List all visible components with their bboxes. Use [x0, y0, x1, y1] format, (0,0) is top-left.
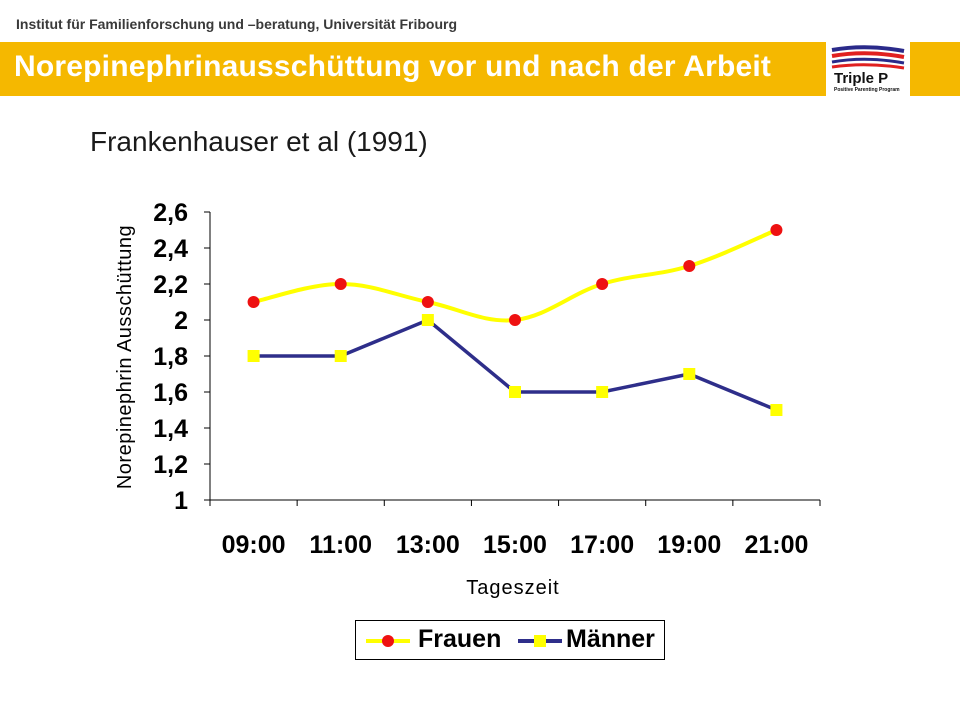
x-tick-label: 09:00 — [222, 531, 286, 559]
y-tick-label: 1,8 — [153, 343, 188, 371]
legend-label-maenner: Männer — [566, 625, 655, 653]
data-point-frauen — [247, 296, 260, 308]
x-tick-label: 15:00 — [483, 531, 547, 559]
data-point-frauen — [683, 260, 696, 272]
data-point-maenner — [770, 404, 783, 416]
legend-marker-frauen — [366, 635, 410, 647]
data-point-frauen — [596, 278, 609, 290]
chart-subtitle: Frankenhauser et al (1991) — [90, 126, 428, 157]
y-axis-label: Norepinephrin Ausschüttung — [114, 225, 136, 489]
data-point-frauen — [334, 278, 347, 290]
y-tick-label: 1,4 — [153, 415, 188, 443]
institute-name: Institut für Familienforschung und –bera… — [16, 16, 458, 32]
legend-item-maenner: Männer — [514, 621, 664, 659]
x-axis: 09:00 11:00 13:00 15:00 17:00 19:00 21:00 — [209, 499, 821, 559]
data-point-frauen — [770, 224, 783, 236]
legend-item-frauen: Frauen — [362, 621, 512, 659]
page-title: Norepinephrinausschüttung vor und nach d… — [14, 50, 772, 83]
y-tick-label: 1,2 — [153, 451, 188, 479]
data-point-maenner — [334, 350, 347, 362]
y-tick-label: 2 — [174, 307, 188, 335]
x-tick-label: 17:00 — [570, 531, 634, 559]
data-point-maenner — [509, 386, 521, 398]
x-tick-label: 11:00 — [309, 531, 372, 559]
data-point-maenner — [683, 368, 696, 380]
series — [247, 224, 783, 416]
logo-text: Triple P — [834, 70, 889, 87]
x-tick-label: 19:00 — [657, 531, 721, 559]
x-axis-label: Tageszeit — [466, 577, 560, 599]
data-point-frauen — [421, 296, 434, 308]
x-tick-label: 21:00 — [744, 531, 808, 559]
chart-legend: Frauen Männer — [355, 620, 665, 660]
y-axis: 1 1,2 1,4 1,6 1,8 2 2,2 2,4 2,6 — [153, 199, 211, 515]
y-tick-label: 2,4 — [153, 235, 188, 263]
data-point-frauen — [509, 314, 521, 326]
data-point-maenner — [247, 350, 260, 362]
y-tick-label: 2,6 — [153, 199, 188, 227]
title-bar — [0, 42, 960, 96]
y-tick-label: 1,6 — [153, 379, 188, 407]
data-point-maenner — [596, 386, 609, 398]
legend-label-frauen: Frauen — [418, 625, 502, 653]
x-tick-label: 13:00 — [396, 531, 460, 559]
logo-tagline: Positive Parenting Program — [834, 87, 900, 93]
triple-p-logo — [826, 42, 910, 96]
series-line-frauen — [253, 228, 778, 323]
legend-marker-maenner — [518, 635, 562, 647]
data-point-maenner — [421, 314, 434, 326]
y-tick-label: 1 — [174, 487, 188, 515]
y-tick-label: 2,2 — [153, 271, 188, 299]
